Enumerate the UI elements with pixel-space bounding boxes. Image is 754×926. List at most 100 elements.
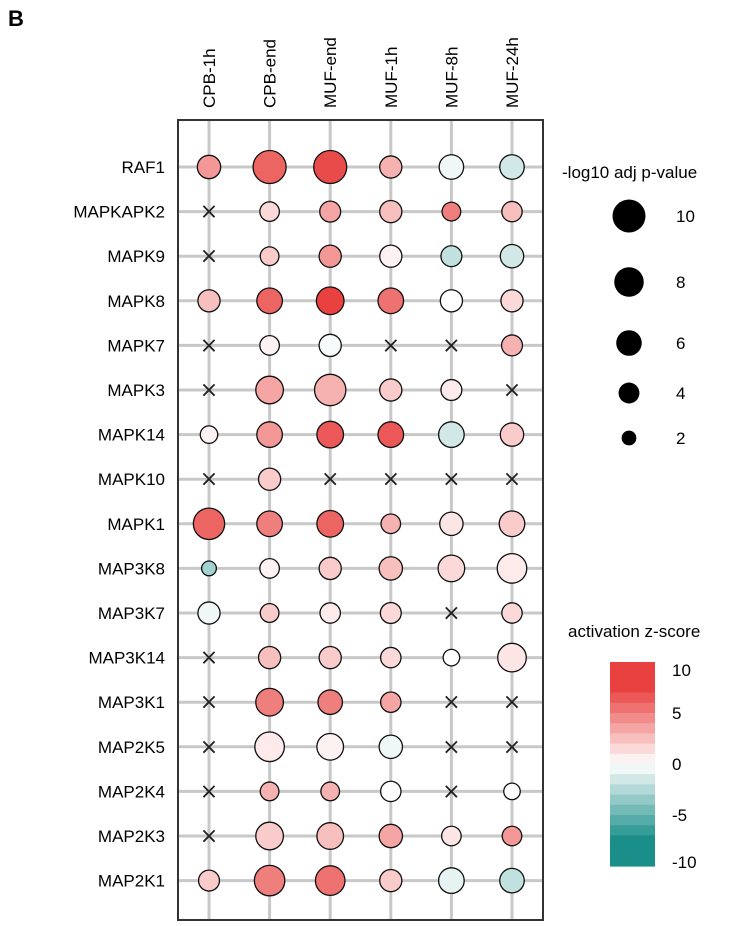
bubble-map2k4-muf-end [320, 781, 341, 802]
row-label-mapk10: MAPK10 [98, 470, 165, 489]
column-label-muf-1h: MUF-1h [382, 47, 401, 108]
color-legend-step [610, 723, 655, 734]
color-legend-step [610, 794, 655, 806]
missing-marker: × [442, 333, 460, 358]
row-label-mapk14: MAPK14 [98, 426, 165, 445]
missing-marker: × [200, 690, 218, 715]
row-label-mapk3: MAPK3 [107, 381, 165, 400]
bubble-mapk9-muf-24h [499, 243, 525, 269]
bubbles: × × × × × × × × × × × × × × × × × × × × × × × [192, 149, 528, 897]
bubble-map2k3-cpb-end [255, 821, 285, 851]
row-label-map3k8: MAP3K8 [98, 559, 165, 578]
bubble-mapk8-muf-24h [500, 289, 524, 313]
bubble-mapk8-muf-1h [377, 287, 405, 315]
color-legend-label: 5 [672, 704, 681, 723]
missing-marker: × [503, 378, 521, 403]
bubble-map2k1-muf-end [314, 865, 346, 897]
missing-marker: × [200, 200, 218, 225]
bubble-raf1-cpb-1h [196, 154, 222, 180]
column-label-muf-end: MUF-end [321, 37, 340, 108]
color-legend-step [610, 662, 655, 673]
bubble-map3k7-cpb-end [259, 603, 280, 623]
bubble-map3k7-muf-end [319, 602, 342, 624]
size-legend-circle [612, 199, 646, 233]
bubble-map3k8-muf-24h [496, 552, 528, 584]
color-legend-step [610, 692, 655, 704]
missing-marker: × [503, 467, 521, 492]
color-legend-step [610, 815, 655, 826]
bubble-mapk8-muf-end [315, 286, 345, 316]
bubble-mapkapk2-muf-24h [501, 200, 523, 223]
missing-marker: × [200, 333, 218, 358]
size-legend-label: 2 [676, 429, 685, 448]
bubble-mapk3-cpb-end [255, 375, 285, 405]
color-legend-step [610, 855, 655, 867]
bubble-mapk14-cpb-end [256, 421, 284, 449]
bubble-map2k1-muf-1h [379, 868, 403, 893]
bubble-mapk9-muf-end [318, 244, 342, 268]
bubble-mapk1-cpb-1h [192, 507, 226, 541]
bubble-mapk7-cpb-end [259, 334, 281, 356]
missing-marker: × [200, 467, 218, 492]
color-legend-step [610, 845, 655, 857]
color-legend-label: -10 [672, 853, 697, 872]
column-label-cpb-1h: CPB-1h [200, 48, 219, 108]
row-label-mapk9: MAPK9 [107, 247, 165, 266]
panel-label: B [8, 6, 24, 31]
missing-marker: × [200, 779, 218, 804]
missing-marker: × [200, 735, 218, 760]
bubble-map3k8-muf-8h [437, 554, 466, 583]
bubble-mapk1-muf-end [316, 509, 345, 538]
grid-lines [178, 120, 543, 920]
row-label-map3k1: MAP3K1 [98, 693, 165, 712]
bubble-map2k3-muf-1h [378, 823, 404, 849]
bubble-map3k7-muf-24h [501, 602, 523, 624]
bubble-map2k1-muf-24h [499, 867, 525, 894]
bubble-map2k4-cpb-end [259, 781, 280, 802]
bubble-map3k8-cpb-end [259, 557, 281, 579]
bubble-map2k1-cpb-end [253, 864, 286, 897]
bubble-mapk14-muf-8h [437, 421, 465, 449]
bubble-map3k8-cpb-1h [200, 560, 218, 577]
row-label-mapkapk2: MAPKAPK2 [73, 203, 165, 222]
size-legend-label: 6 [676, 334, 685, 353]
bubble-map2k5-cpb-end [254, 731, 286, 763]
bubble-mapk14-muf-end [316, 420, 345, 449]
row-label-map3k7: MAP3K7 [98, 604, 165, 623]
size-legend-label: 8 [676, 273, 685, 292]
color-legend-step [610, 743, 655, 755]
row-labels: RAF1 MAPKAPK2 MAPK9 MAPK8 MAPK7 MAPK3 MAPK14 MA… [73, 158, 165, 891]
bubble-mapk1-muf-24h [498, 510, 526, 538]
row-label-map2k3: MAP2K3 [98, 827, 165, 846]
bubble-mapk9-cpb-end [259, 246, 280, 267]
bubble-map3k7-cpb-1h [197, 601, 221, 625]
missing-marker: × [442, 735, 460, 760]
bubble-mapk3-muf-1h [379, 378, 403, 402]
color-legend-step [610, 784, 655, 796]
color-legend-step [610, 713, 655, 724]
row-label-raf1: RAF1 [122, 158, 165, 177]
missing-marker: × [200, 646, 218, 671]
bubble-map3k1-cpb-end [255, 687, 285, 717]
bubble-mapkapk2-cpb-end [259, 201, 281, 223]
bubble-raf1-cpb-end [252, 149, 287, 185]
bubble-mapkapk2-muf-end [319, 200, 342, 223]
color-legend-step [610, 682, 655, 694]
bubble-mapk1-muf-8h [439, 511, 464, 537]
size-legend: -log10 adj p-value 10 8 6 4 2 [562, 163, 697, 448]
color-legend-step [610, 672, 655, 683]
color-legend-title: activation z-score [568, 622, 700, 641]
bubble-mapk1-muf-1h [380, 513, 402, 535]
size-legend-circle [614, 267, 644, 297]
bubble-map3k14-muf-end [318, 645, 342, 670]
row-label-mapk7: MAPK7 [107, 336, 165, 355]
row-label-mapk1: MAPK1 [107, 515, 165, 534]
color-legend-step [610, 804, 655, 816]
bubble-map2k3-muf-24h [501, 825, 523, 847]
size-legend-label: 10 [676, 207, 695, 226]
missing-marker: × [382, 333, 400, 358]
missing-marker: × [503, 735, 521, 760]
bubble-mapk14-cpb-1h [199, 425, 219, 444]
bubble-map2k1-muf-8h [437, 867, 465, 895]
